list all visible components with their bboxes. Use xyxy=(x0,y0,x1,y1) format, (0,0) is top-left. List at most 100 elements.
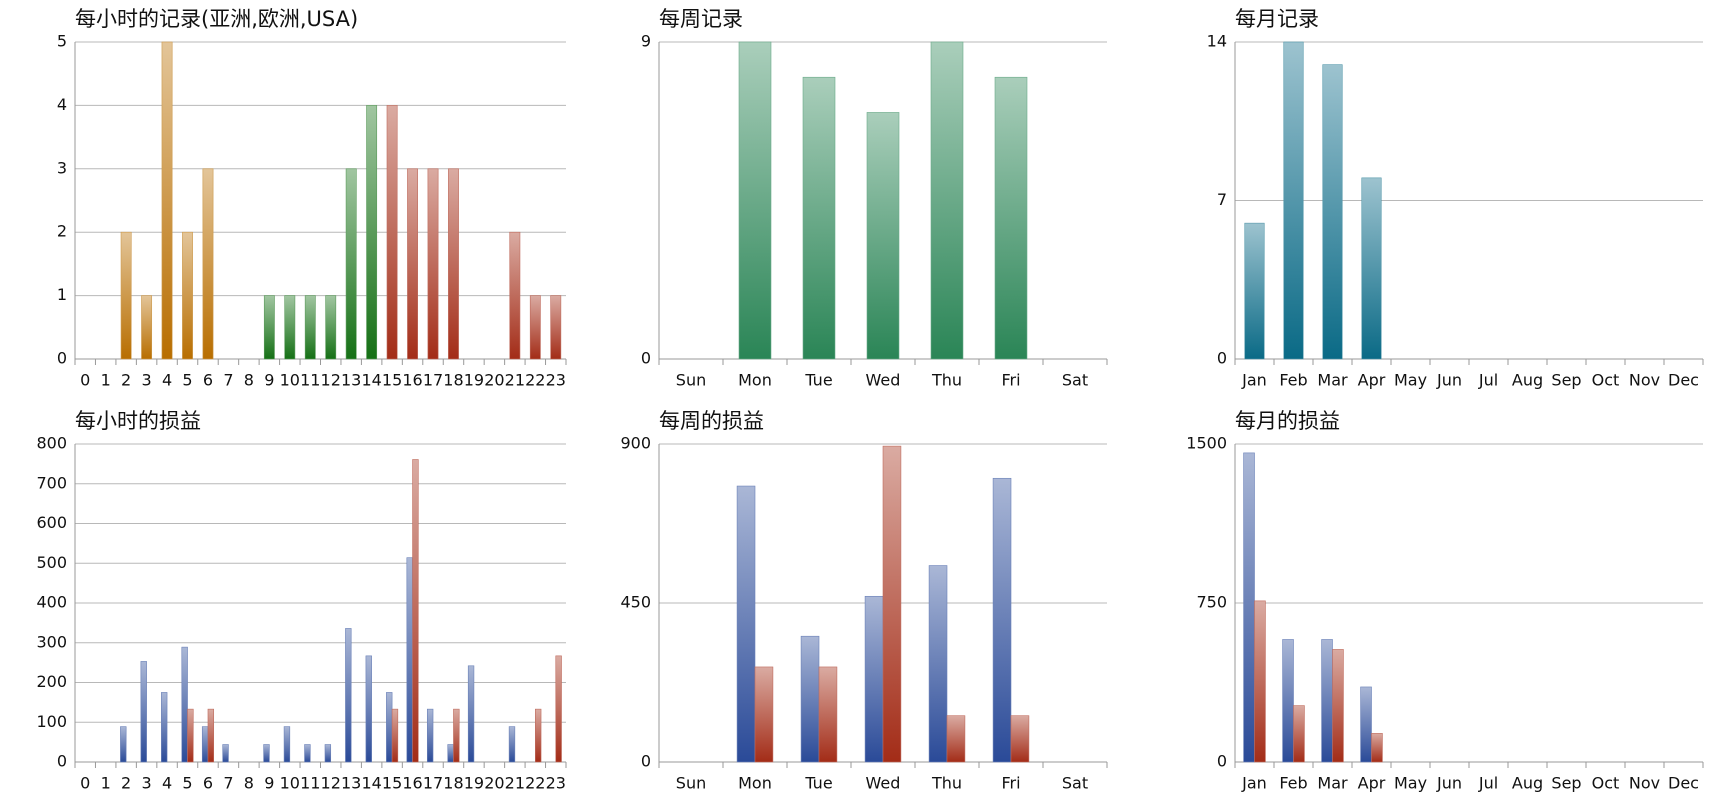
x-tick-label: 2 xyxy=(121,371,131,390)
chart-title: 每周的损益 xyxy=(659,409,764,433)
bar xyxy=(1283,41,1304,360)
y-tick-label: 100 xyxy=(36,712,67,731)
y-tick-label: 1 xyxy=(57,285,67,304)
y-tick-label: 750 xyxy=(1196,593,1227,612)
x-tick-label: 23 xyxy=(546,774,566,793)
y-tick-label: 600 xyxy=(36,513,67,532)
chart-title: 每月记录 xyxy=(1235,7,1319,31)
x-tick-label: 0 xyxy=(80,774,90,793)
x-tick-label: Apr xyxy=(1358,371,1386,390)
x-tick-label: 16 xyxy=(402,774,422,793)
bar xyxy=(1243,452,1255,763)
x-tick-label: 21 xyxy=(505,371,525,390)
x-tick-label: 7 xyxy=(223,774,233,793)
x-tick-label: 20 xyxy=(484,774,504,793)
bar xyxy=(120,726,127,763)
x-tick-label: Mar xyxy=(1317,774,1348,793)
y-tick-label: 0 xyxy=(641,752,651,771)
bar xyxy=(994,76,1028,360)
bar xyxy=(467,665,475,763)
y-tick-label: 0 xyxy=(1217,349,1227,368)
bar xyxy=(345,168,357,360)
x-tick-label: 0 xyxy=(80,371,90,390)
y-tick-label: 4 xyxy=(57,95,67,114)
x-tick-label: 8 xyxy=(244,371,254,390)
bar xyxy=(1282,639,1294,763)
bar xyxy=(535,708,542,763)
x-tick-label: Sat xyxy=(1062,371,1088,390)
x-tick-label: 1 xyxy=(101,371,111,390)
chart-title: 每周记录 xyxy=(659,7,743,31)
bar xyxy=(283,726,291,763)
x-tick-label: Wed xyxy=(866,371,901,390)
x-tick-label: Mar xyxy=(1317,371,1348,390)
x-tick-label: 12 xyxy=(321,774,341,793)
x-tick-label: 15 xyxy=(382,371,402,390)
y-tick-label: 14 xyxy=(1207,32,1227,51)
bar xyxy=(222,744,229,763)
x-tick-label: 4 xyxy=(162,371,172,390)
x-tick-label: Thu xyxy=(931,774,962,793)
bar xyxy=(864,595,884,763)
y-tick-label: 0 xyxy=(641,349,651,368)
x-tick-label: 1 xyxy=(101,774,111,793)
bar xyxy=(1371,733,1383,763)
bar xyxy=(1244,222,1265,360)
y-tick-label: 200 xyxy=(36,672,67,691)
x-tick-label: Nov xyxy=(1629,774,1660,793)
x-tick-label: 12 xyxy=(321,371,341,390)
x-tick-label: 16 xyxy=(402,371,422,390)
x-tick-label: Jun xyxy=(1436,774,1462,793)
x-tick-label: Nov xyxy=(1629,371,1660,390)
x-tick-label: Jun xyxy=(1436,371,1462,390)
bar xyxy=(453,708,460,763)
x-tick-label: Apr xyxy=(1358,774,1386,793)
bar xyxy=(181,646,188,763)
bar xyxy=(800,635,820,763)
x-tick-label: 20 xyxy=(484,371,504,390)
bar xyxy=(818,666,838,763)
x-tick-label: Dec xyxy=(1668,371,1699,390)
x-tick-label: 19 xyxy=(464,774,484,793)
x-tick-label: Aug xyxy=(1512,774,1543,793)
x-tick-label: Sep xyxy=(1551,371,1581,390)
bar xyxy=(866,112,900,360)
bar xyxy=(1332,649,1344,763)
bar xyxy=(161,41,173,360)
x-tick-label: Jan xyxy=(1241,371,1267,390)
bar xyxy=(365,655,372,763)
x-tick-label: 17 xyxy=(423,371,443,390)
y-tick-label: 7 xyxy=(1217,190,1227,209)
bar xyxy=(509,231,521,360)
y-tick-label: 5 xyxy=(57,32,67,51)
x-tick-label: Jul xyxy=(1478,371,1498,390)
bar xyxy=(802,76,836,360)
x-tick-label: 22 xyxy=(525,371,545,390)
bar xyxy=(201,726,209,763)
x-tick-label: Sep xyxy=(1551,774,1581,793)
chart-title: 每月的损益 xyxy=(1235,409,1340,433)
bar xyxy=(550,295,562,360)
bar xyxy=(1293,705,1305,763)
bar xyxy=(1322,64,1343,360)
bar xyxy=(738,41,772,360)
bar xyxy=(324,744,332,763)
x-tick-label: 19 xyxy=(464,371,484,390)
x-tick-label: Fri xyxy=(1001,371,1020,390)
y-tick-label: 800 xyxy=(36,434,67,453)
x-tick-label: Jan xyxy=(1241,774,1267,793)
x-tick-label: 15 xyxy=(382,774,402,793)
bar xyxy=(407,168,418,360)
bar xyxy=(1321,639,1333,763)
x-tick-label: Aug xyxy=(1512,371,1543,390)
bar xyxy=(1010,715,1030,763)
y-tick-label: 0 xyxy=(1217,752,1227,771)
bar xyxy=(182,231,193,360)
bar xyxy=(427,168,439,360)
x-tick-label: Sun xyxy=(676,774,706,793)
bar xyxy=(754,666,774,763)
y-tick-label: 1500 xyxy=(1186,434,1227,453)
bar xyxy=(141,295,153,360)
x-tick-label: 9 xyxy=(264,371,274,390)
bar xyxy=(187,708,194,763)
